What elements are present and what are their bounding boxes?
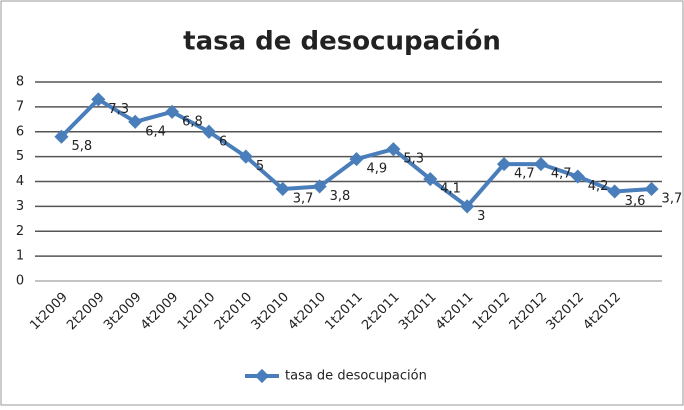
y-tick-label: 7	[16, 99, 24, 114]
data-point	[386, 142, 401, 157]
data-point	[275, 181, 290, 197]
data-label: 4,7	[551, 167, 572, 182]
data-point	[570, 169, 585, 184]
data-point	[349, 152, 364, 167]
y-tick-label: 8	[16, 75, 24, 90]
data-label: 4,2	[588, 179, 609, 194]
data-label: 5	[256, 159, 264, 174]
y-tick-label: 4	[16, 174, 24, 189]
data-label: 4,1	[440, 182, 461, 197]
data-label: 3,6	[625, 194, 646, 209]
data-point	[238, 149, 253, 164]
data-point	[496, 157, 512, 172]
data-label: 7,3	[108, 102, 129, 117]
y-tick-label: 3	[16, 199, 24, 214]
legend-marker	[254, 368, 270, 384]
y-tick-label: 5	[16, 149, 24, 164]
y-tick-label: 6	[16, 124, 24, 139]
data-label: 4,7	[514, 167, 535, 182]
data-label: 5,8	[71, 139, 92, 154]
y-tick-label: 1	[16, 249, 24, 264]
data-label: 4,9	[367, 162, 388, 177]
data-point	[533, 157, 548, 172]
data-point	[607, 184, 622, 199]
data-point	[644, 181, 659, 197]
data-label: 5,3	[403, 152, 424, 167]
data-point	[423, 171, 438, 187]
chart-title: tasa de desocupación	[183, 27, 501, 57]
data-label: 6,4	[145, 124, 166, 139]
data-label: 3,7	[293, 191, 314, 206]
data-label: 3,7	[662, 191, 683, 206]
legend-label: tasa de desocupación	[285, 369, 427, 384]
data-point	[460, 199, 475, 214]
data-label: 3	[477, 209, 485, 224]
data-label: 3,8	[330, 189, 351, 204]
data-label: 6,8	[182, 114, 203, 129]
y-tick-label: 2	[16, 224, 24, 239]
data-point	[312, 179, 327, 194]
y-tick-label: 0	[16, 274, 24, 289]
data-label: 6	[219, 134, 227, 149]
